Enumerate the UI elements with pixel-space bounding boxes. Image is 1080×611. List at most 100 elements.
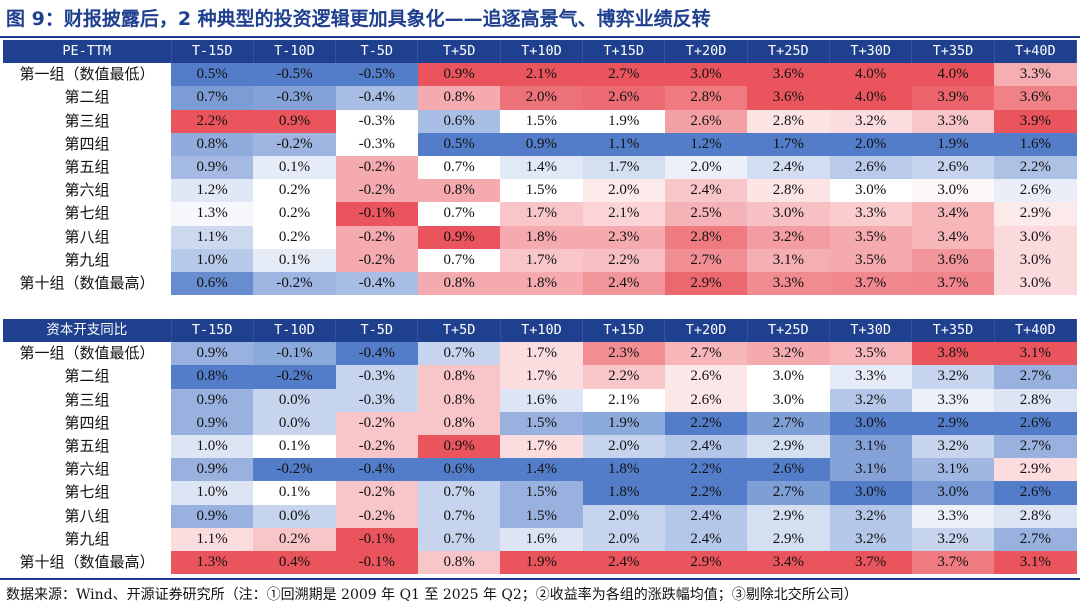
- pe-ttm-header-row: PE-TTM T-15D T-10D T-5D T+5D T+10D T+15D T+20D T…: [3, 40, 1078, 64]
- heatmap-cell: 2.1%: [500, 63, 583, 87]
- heatmap-cell: 0.8%: [171, 365, 254, 389]
- heatmap-cell: 2.4%: [664, 434, 748, 459]
- heatmap-cell: 2.0%: [664, 155, 748, 180]
- heatmap-cell: 1.3%: [171, 202, 254, 226]
- heatmap-cell: 1.7%: [500, 365, 583, 389]
- heatmap-cell: 0.9%: [417, 434, 501, 459]
- heatmap-cell: 0.2%: [253, 202, 336, 226]
- row-label: 第八组: [3, 504, 171, 528]
- heatmap-cell: 3.1%: [994, 342, 1077, 366]
- heatmap-cell: 2.6%: [664, 388, 748, 412]
- heatmap-cell: 2.2%: [994, 155, 1077, 180]
- heatmap-cell: 2.0%: [582, 179, 665, 203]
- heatmap-cell: 0.2%: [253, 179, 336, 203]
- heatmap-cell: 4.0%: [911, 63, 995, 87]
- heatmap-cell: 4.0%: [829, 63, 912, 87]
- heatmap-cell: -0.4%: [335, 458, 418, 482]
- heatmap-cell: 2.8%: [994, 504, 1077, 528]
- heatmap-cell: 2.6%: [829, 155, 912, 180]
- heatmap-cell: 1.5%: [500, 179, 583, 203]
- table-row: 第十组（数值最高） 1.3% 0.4% -0.1% 0.8% 1.9% 2.4% 2.9% 3.…: [3, 550, 1077, 575]
- heatmap-cell: 0.9%: [253, 109, 336, 133]
- heatmap-cell: 3.0%: [994, 271, 1077, 296]
- heatmap-cell: 2.6%: [994, 411, 1077, 435]
- heatmap-cell: 3.0%: [829, 481, 912, 505]
- heatmap-cell: 1.3%: [171, 550, 254, 575]
- capex-yoy-heatmap: 资本开支同比 T-15D T-10D T-5D T+5D T+10D T+15D T+20D T…: [3, 319, 1078, 575]
- heatmap-cell: 0.2%: [253, 225, 336, 249]
- column-header: T+25D: [747, 40, 831, 64]
- heatmap-cell: -0.3%: [335, 109, 418, 133]
- table-row: 第三组 2.2% 0.9% -0.3% 0.6% 1.5% 1.9% 2.6% 2.8% 3.2%…: [3, 109, 1077, 133]
- heatmap-cell: 3.5%: [829, 225, 912, 249]
- heatmap-cell: 0.5%: [417, 132, 501, 156]
- heatmap-cell: 2.9%: [994, 458, 1077, 482]
- table-row: 第九组 1.1% 0.2% -0.1% 0.7% 1.6% 2.0% 2.4% 2.9% 3.2%…: [3, 527, 1077, 551]
- heatmap-cell: 2.0%: [500, 86, 583, 110]
- column-header: T+25D: [747, 319, 831, 343]
- heatmap-cell: 2.2%: [171, 109, 254, 133]
- heatmap-cell: 0.0%: [253, 388, 336, 412]
- heatmap-cell: 3.6%: [994, 86, 1077, 110]
- heatmap-cell: 3.4%: [747, 550, 830, 575]
- row-label: 第六组: [3, 179, 171, 203]
- heatmap-cell: 2.6%: [582, 86, 665, 110]
- heatmap-cell: -0.1%: [335, 202, 418, 226]
- heatmap-cell: 0.9%: [171, 155, 254, 180]
- heatmap-cell: 1.7%: [500, 434, 583, 459]
- heatmap-cell: 3.1%: [994, 550, 1077, 575]
- column-header: T-5D: [335, 319, 419, 343]
- title-rule: [0, 36, 1080, 38]
- heatmap-cell: 3.2%: [829, 527, 912, 551]
- heatmap-cell: 2.0%: [582, 527, 665, 551]
- heatmap-cell: 0.7%: [171, 86, 254, 110]
- table-row: 第八组 0.9% 0.0% -0.2% 0.7% 1.5% 2.0% 2.4% 2.9% 3.2%…: [3, 504, 1077, 528]
- heatmap-cell: 3.3%: [747, 271, 830, 296]
- heatmap-cell: 2.9%: [664, 550, 748, 575]
- heatmap-cell: 2.9%: [994, 202, 1077, 226]
- heatmap-cell: -0.3%: [335, 132, 418, 156]
- column-header: T+30D: [829, 319, 913, 343]
- heatmap-cell: 3.1%: [911, 458, 995, 482]
- heatmap-cell: 0.6%: [171, 271, 254, 296]
- heatmap-cell: 2.9%: [747, 527, 830, 551]
- row-label: 第七组: [3, 481, 171, 505]
- heatmap-cell: 3.3%: [829, 365, 912, 389]
- row-label: 第四组: [3, 411, 171, 435]
- heatmap-cell: 3.1%: [829, 434, 912, 459]
- heatmap-cell: 0.5%: [171, 63, 254, 87]
- row-label: 第六组: [3, 458, 171, 482]
- table-title-cell: 资本开支同比: [3, 319, 172, 343]
- heatmap-cell: 3.0%: [664, 63, 748, 87]
- heatmap-cell: 0.8%: [417, 271, 501, 296]
- column-header: T+10D: [500, 319, 584, 343]
- row-label: 第十组（数值最高）: [3, 271, 171, 296]
- heatmap-cell: 0.9%: [171, 458, 254, 482]
- heatmap-cell: 0.0%: [253, 504, 336, 528]
- column-header: T-5D: [335, 40, 419, 64]
- heatmap-cell: 3.1%: [747, 248, 830, 272]
- heatmap-cell: 1.9%: [500, 550, 583, 575]
- heatmap-cell: -0.2%: [335, 434, 418, 459]
- heatmap-cell: 2.8%: [994, 388, 1077, 412]
- heatmap-cell: 3.3%: [829, 202, 912, 226]
- heatmap-cell: 2.7%: [747, 411, 830, 435]
- heatmap-cell: -0.2%: [335, 481, 418, 505]
- heatmap-cell: 0.8%: [417, 179, 501, 203]
- heatmap-cell: 2.3%: [582, 225, 665, 249]
- heatmap-cell: 3.0%: [747, 388, 830, 412]
- column-header: T-10D: [253, 40, 337, 64]
- table-title-cell: PE-TTM: [3, 40, 172, 64]
- heatmap-cell: 3.5%: [829, 342, 912, 366]
- table-row: 第八组 1.1% 0.2% -0.2% 0.9% 1.8% 2.3% 2.8% 3.2% 3.5%…: [3, 225, 1077, 249]
- heatmap-cell: 3.0%: [994, 248, 1077, 272]
- heatmap-cell: 2.4%: [664, 179, 748, 203]
- heatmap-cell: 1.5%: [500, 481, 583, 505]
- heatmap-cell: 1.7%: [500, 342, 583, 366]
- heatmap-cell: 0.1%: [253, 481, 336, 505]
- heatmap-cell: 3.0%: [747, 202, 830, 226]
- heatmap-cell: 3.6%: [747, 86, 830, 110]
- heatmap-cell: -0.2%: [335, 225, 418, 249]
- heatmap-cell: -0.3%: [335, 365, 418, 389]
- column-header: T+20D: [664, 319, 748, 343]
